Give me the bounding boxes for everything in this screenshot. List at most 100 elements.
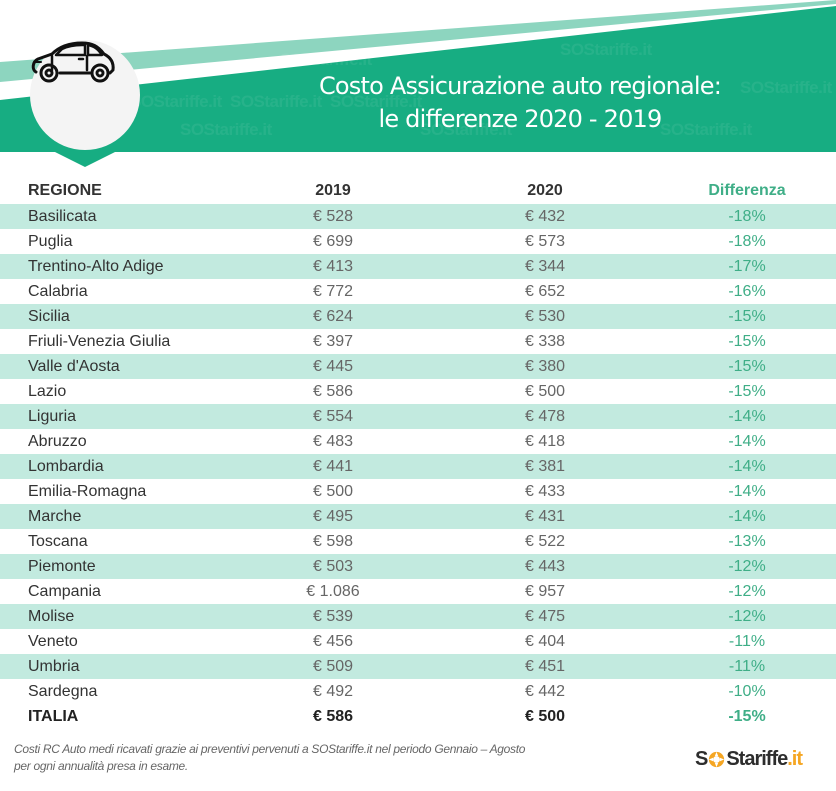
difference-cell: -10%	[728, 683, 766, 700]
region-cell: Toscana	[28, 533, 88, 550]
region-cell: Lazio	[28, 383, 67, 400]
difference-cell: -17%	[728, 258, 766, 275]
logo-text-it: .it	[787, 747, 803, 770]
region-cell: Marche	[28, 508, 82, 525]
cost-2019-cell: € 445	[312, 358, 354, 375]
table-row: Trentino-Alto Adige € 413 € 344 -17%	[0, 254, 836, 279]
cost-2020-cell: € 522	[524, 533, 566, 550]
region-cell: Liguria	[28, 408, 77, 425]
watermark: SOStariffe.it	[230, 92, 322, 111]
difference-cell: -14%	[728, 483, 766, 500]
watermark: SOStariffe.it	[130, 92, 222, 111]
car-badge	[30, 40, 140, 150]
difference-cell: -15%	[728, 358, 766, 375]
watermark: SOStariffe.it	[420, 120, 512, 139]
difference-cell: -15%	[728, 383, 766, 400]
difference-cell: -11%	[728, 658, 766, 675]
region-cell: Campania	[28, 583, 101, 600]
cost-2019-cell: € 528	[312, 208, 354, 225]
table-row: Piemonte € 503 € 443 -12%	[0, 554, 836, 579]
table-row: Puglia € 699 € 573 -18%	[0, 229, 836, 254]
table-row: Calabria € 772 € 652 -16%	[0, 279, 836, 304]
insurance-cost-table: REGIONE 2019 2020 Differenza Basilicata €…	[0, 178, 836, 729]
footnote: Costi RC Auto medi ricavati grazie ai pr…	[14, 741, 525, 775]
cost-2020-cell: € 344	[524, 258, 566, 275]
cost-2019-cell: € 456	[312, 633, 354, 650]
region-cell: Sicilia	[28, 308, 70, 325]
difference-cell: -12%	[728, 583, 766, 600]
cost-2020-cell: € 573	[524, 233, 566, 250]
difference-cell: -12%	[728, 608, 766, 625]
cost-2020-cell: € 442	[524, 683, 566, 700]
total-2020: € 500	[524, 708, 566, 725]
cost-2019-cell: € 509	[312, 658, 354, 675]
cost-2019-cell: € 483	[312, 433, 354, 450]
region-cell: Calabria	[28, 283, 88, 300]
difference-cell: -15%	[728, 333, 766, 350]
difference-cell: -18%	[728, 233, 766, 250]
total-region: ITALIA	[28, 708, 79, 725]
watermark: SOStariffe.it	[180, 120, 272, 139]
cost-2019-cell: € 539	[312, 608, 354, 625]
column-header-difference: Differenza	[708, 182, 786, 199]
cost-2019-cell: € 492	[312, 683, 354, 700]
difference-cell: -12%	[728, 558, 766, 575]
logo-text-stariffe: Stariffe	[726, 747, 788, 770]
table-row: Toscana € 598 € 522 -13%	[0, 529, 836, 554]
cost-2020-cell: € 381	[524, 458, 566, 475]
table-row: Abruzzo € 483 € 418 -14%	[0, 429, 836, 454]
table-row: Friuli-Venezia Giulia € 397 € 338 -15%	[0, 329, 836, 354]
region-cell: Puglia	[28, 233, 73, 250]
difference-cell: -11%	[728, 633, 766, 650]
cost-2019-cell: € 1.086	[306, 583, 360, 600]
table-row: Umbria € 509 € 451 -11%	[0, 654, 836, 679]
region-cell: Valle d'Aosta	[28, 358, 120, 375]
watermark: SOStariffe.it	[660, 120, 752, 139]
region-cell: Emilia-Romagna	[28, 483, 147, 500]
difference-cell: -14%	[728, 508, 766, 525]
difference-cell: -14%	[728, 408, 766, 425]
cost-2019-cell: € 624	[312, 308, 354, 325]
cost-2019-cell: € 495	[312, 508, 354, 525]
region-cell: Friuli-Venezia Giulia	[28, 333, 171, 350]
total-difference: -15%	[728, 708, 766, 725]
cost-2020-cell: € 418	[524, 433, 566, 450]
cost-2019-cell: € 413	[312, 258, 354, 275]
cost-2020-cell: € 500	[524, 383, 566, 400]
watermark: SOStariffe.it	[330, 92, 422, 111]
column-header-2019: 2019	[315, 182, 351, 199]
difference-cell: -15%	[728, 308, 766, 325]
cost-2020-cell: € 380	[524, 358, 566, 375]
region-cell: Piemonte	[28, 558, 96, 575]
lifebuoy-icon	[709, 751, 725, 767]
total-2019: € 586	[312, 708, 354, 725]
light-green-stripe	[0, 0, 836, 82]
column-header-region: REGIONE	[28, 182, 102, 199]
cost-2020-cell: € 475	[524, 608, 566, 625]
region-cell: Trentino-Alto Adige	[28, 258, 164, 275]
cost-2019-cell: € 503	[312, 558, 354, 575]
region-cell: Basilicata	[28, 208, 97, 225]
pointer-triangle	[55, 152, 115, 167]
table-row: Marche € 495 € 431 -14%	[0, 504, 836, 529]
banner-graphic	[0, 0, 836, 167]
footnote-line-1: Costi RC Auto medi ricavati grazie ai pr…	[14, 742, 526, 756]
table-row: Sardegna € 492 € 442 -10%	[0, 679, 836, 704]
region-cell: Sardegna	[28, 683, 98, 700]
cost-2019-cell: € 441	[312, 458, 354, 475]
region-cell: Umbria	[28, 658, 80, 675]
difference-cell: -13%	[728, 533, 766, 550]
logo-text-s: S	[695, 747, 708, 770]
table-body: Basilicata € 528 € 432 -18% Puglia € 699 € 573…	[0, 204, 836, 704]
difference-cell: -14%	[728, 433, 766, 450]
table-header-row: REGIONE 2019 2020 Differenza	[0, 178, 836, 204]
table-row: Lombardia € 441 € 381 -14%	[0, 454, 836, 479]
region-cell: Veneto	[28, 633, 78, 650]
cost-2020-cell: € 478	[524, 408, 566, 425]
table-row: Basilicata € 528 € 432 -18%	[0, 204, 836, 229]
cost-2020-cell: € 433	[524, 483, 566, 500]
region-cell: Molise	[28, 608, 75, 625]
footnote-line-2: per ogni annualità presa in esame.	[14, 759, 188, 773]
cost-2019-cell: € 586	[312, 383, 354, 400]
title-line-1: Costo Assicurazione auto regionale:	[318, 72, 722, 100]
